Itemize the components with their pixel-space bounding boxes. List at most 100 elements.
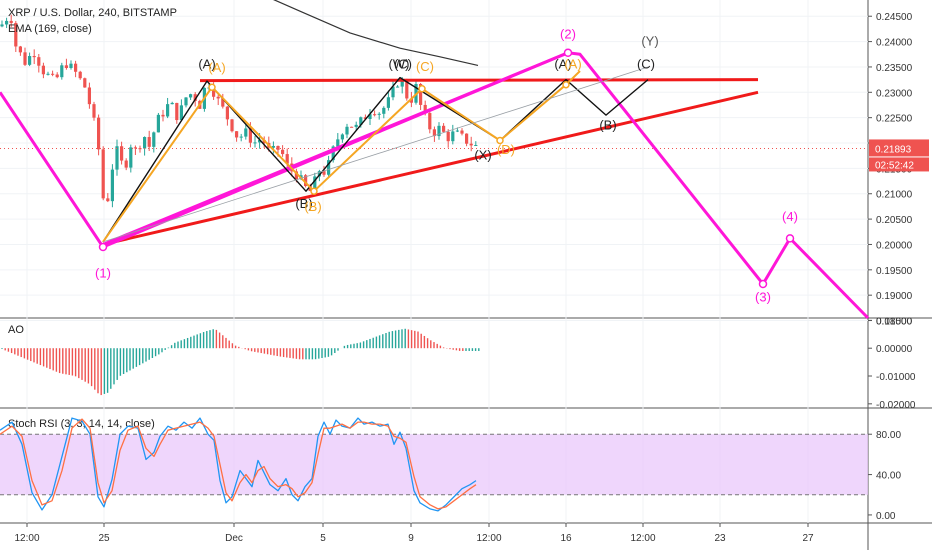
price-axes[interactable]: 0.245000.240000.235000.230000.225000.220… [868, 12, 929, 522]
time-tick-label: 16 [560, 533, 572, 544]
candle-body [133, 147, 137, 149]
candle-body [161, 114, 165, 117]
candle-body [373, 114, 377, 116]
time-tick-label: 5 [320, 533, 326, 544]
candle-body [18, 46, 22, 53]
candle-body [193, 94, 197, 101]
time-tick-label: 12:00 [630, 533, 655, 544]
resistance-line [199, 78, 759, 83]
candle-body [331, 146, 335, 161]
candle-body [216, 96, 220, 99]
stoch-tick-label: 40.00 [876, 471, 901, 482]
stoch-label: Stoch RSI (3, 3, 14, 14, close) [8, 418, 155, 430]
candle-body [437, 125, 441, 137]
price-tick-label: 0.21000 [876, 190, 913, 201]
candle-body [258, 139, 262, 143]
candle-body [400, 81, 404, 87]
time-tick-label: 9 [408, 533, 414, 544]
support-line [102, 90, 759, 246]
price-tick-label: 0.19000 [876, 291, 913, 302]
pattern-pivot-marker [418, 85, 426, 93]
candle-body [120, 146, 124, 161]
candle-body [170, 102, 174, 105]
candle-body [474, 145, 478, 147]
candle-body [276, 145, 280, 150]
pattern-pivot-marker [496, 136, 504, 145]
candle-body [92, 104, 96, 118]
symbol-title[interactable]: XRP / U.S. Dollar, 240, BITSTAMP [8, 7, 177, 19]
time-tick-label: 27 [802, 533, 814, 544]
time-tick-label: 23 [714, 533, 726, 544]
candle-body [166, 104, 170, 117]
wave-label: (1) [95, 265, 111, 280]
time-axis[interactable]: 12:00 25 Dec 5 9 12:00 16 12:00 23 27 [14, 523, 814, 544]
candle-body [46, 73, 50, 75]
time-tick-label: 12:00 [476, 533, 501, 544]
candle-body [405, 81, 409, 99]
wave-label: (X) [474, 147, 491, 162]
wave-label: (W) [389, 56, 410, 71]
wave-label: (C) [416, 59, 434, 74]
candle-body [221, 98, 225, 107]
price-tick-label: 0.23000 [876, 88, 913, 99]
ao-panel[interactable]: AO [1, 324, 480, 396]
price-tick-label: 0.24500 [876, 12, 913, 23]
wave-label: (A) [198, 56, 215, 71]
stoch-d-line [0, 418, 477, 510]
wave-label: (C) [637, 56, 655, 71]
candle-body [423, 104, 427, 114]
wave-label: (Y) [641, 34, 658, 49]
time-tick-label: 12:00 [14, 533, 39, 544]
candle-body [64, 65, 68, 68]
candle-body [327, 160, 331, 175]
ao-tick-label: 0.00000 [876, 344, 913, 355]
candle-body [304, 175, 308, 187]
candles [0, 14, 478, 208]
candle-body [391, 86, 395, 98]
pattern-pivot-marker [208, 83, 216, 91]
candle-body [442, 125, 446, 132]
stoch-k-line [0, 417, 477, 512]
candle-body [446, 131, 450, 142]
candle-body [244, 128, 248, 137]
pattern-pivot-marker [562, 80, 570, 89]
candle-body [41, 65, 45, 75]
countdown-value: 02:52:42 [875, 160, 914, 171]
last-price-badge-box [869, 139, 929, 157]
wave-label: (A) [564, 56, 581, 71]
candle-body [235, 131, 239, 138]
stoch-rsi-panel[interactable]: Stoch RSI (3, 3, 14, 14, close) [0, 417, 868, 512]
candle-body [110, 169, 114, 202]
candle-body [69, 63, 73, 68]
last-price-badge[interactable]: 0.21893 02:52:42 [869, 139, 929, 172]
candle-body [115, 146, 119, 170]
candle-body [294, 171, 298, 180]
candle-body [239, 136, 243, 138]
wave-label: (2) [560, 27, 576, 42]
ema-legend[interactable]: EMA (169, close) [8, 23, 92, 35]
candle-body [101, 149, 105, 199]
candle-body [23, 52, 27, 65]
candle-body [354, 124, 358, 127]
wave-label: (3) [755, 289, 771, 304]
candle-body [340, 134, 344, 140]
candle-body [97, 117, 101, 150]
ao-tick-label: -0.02000 [876, 400, 916, 411]
candle-body [359, 117, 363, 125]
candle-body [271, 145, 275, 148]
candle-body [285, 154, 289, 164]
candle-body [253, 142, 257, 144]
price-tick-label: 0.24000 [876, 38, 913, 49]
candle-body [37, 57, 41, 66]
stoch-band [0, 434, 868, 495]
candle-body [230, 119, 234, 132]
wave-label: (D) [497, 142, 515, 157]
price-panel[interactable]: (1)(2)(3)(4)(A)(A)(B)(B)(W)(C) (C)(X) (D)(… [0, 0, 870, 320]
candle-body [9, 20, 13, 23]
pattern-pivot-marker [310, 187, 318, 195]
candle-body [382, 107, 386, 114]
last-price-value: 0.21893 [875, 144, 912, 155]
candle-body [350, 126, 354, 128]
ao-label: AO [8, 324, 24, 336]
